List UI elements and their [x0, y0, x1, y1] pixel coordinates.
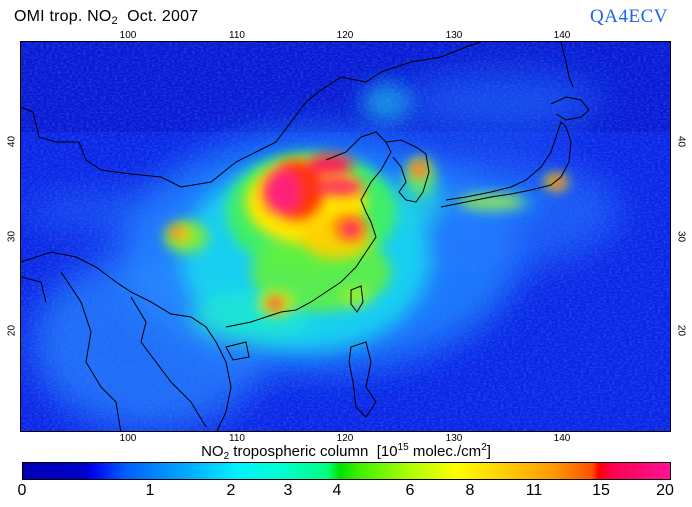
colorbar-tick: 0	[17, 482, 27, 499]
lon-tick-bottom: 140	[553, 433, 571, 444]
xlabel-part: tropospheric column [10	[229, 443, 398, 460]
colorbar-tick: 1	[145, 482, 155, 499]
xlabel-part: NO	[201, 443, 224, 460]
lat-tick-left: 30	[6, 230, 18, 243]
map-title: OMI trop. NO2 Oct. 2007	[14, 8, 198, 27]
lon-tick-bottom: 130	[445, 433, 463, 444]
title-text: OMI trop. NO	[14, 8, 112, 25]
lon-tick-top: 130	[445, 30, 463, 41]
lon-tick-top: 120	[336, 30, 354, 41]
title-subscript: 2	[111, 15, 118, 27]
colorbar-tick: 6	[405, 482, 415, 499]
lon-tick-top: 110	[229, 30, 245, 41]
lat-tick-right: 20	[675, 324, 687, 337]
lat-tick-right: 30	[675, 230, 687, 243]
lon-tick-bottom: 100	[119, 433, 137, 444]
colorbar-tick: 8	[465, 482, 475, 499]
lon-tick-bottom: 120	[336, 433, 354, 444]
no2-heatmap	[21, 42, 670, 431]
lat-tick-right: 40	[675, 135, 687, 148]
lat-tick-left: 40	[6, 135, 18, 148]
lon-tick-bottom: 110	[229, 433, 245, 444]
lat-tick-left: 20	[6, 324, 18, 337]
colorbar-title: NO2 tropospheric column [1015 molec./cm2…	[0, 442, 692, 462]
xlabel-sub: 2	[223, 451, 230, 462]
colorbar-tick: 11	[525, 482, 543, 499]
xlabel-sup: 15	[397, 442, 409, 453]
lon-tick-top: 100	[119, 30, 137, 41]
xlabel-part: molec./cm	[408, 443, 482, 460]
colorbar-tick: 4	[332, 482, 342, 499]
lon-tick-top: 140	[553, 30, 571, 41]
colorbar	[22, 462, 671, 480]
brand-logo: QA4ECV	[590, 6, 668, 27]
xlabel-part: ]	[486, 443, 491, 460]
colorbar-tick: 20	[656, 482, 674, 499]
no2-map	[20, 41, 671, 432]
title-date: Oct. 2007	[117, 8, 199, 25]
colorbar-tick: 2	[226, 482, 236, 499]
colorbar-tick: 15	[592, 482, 610, 499]
colorbar-tick: 3	[283, 482, 293, 499]
xlabel-sup: 2	[481, 442, 487, 453]
